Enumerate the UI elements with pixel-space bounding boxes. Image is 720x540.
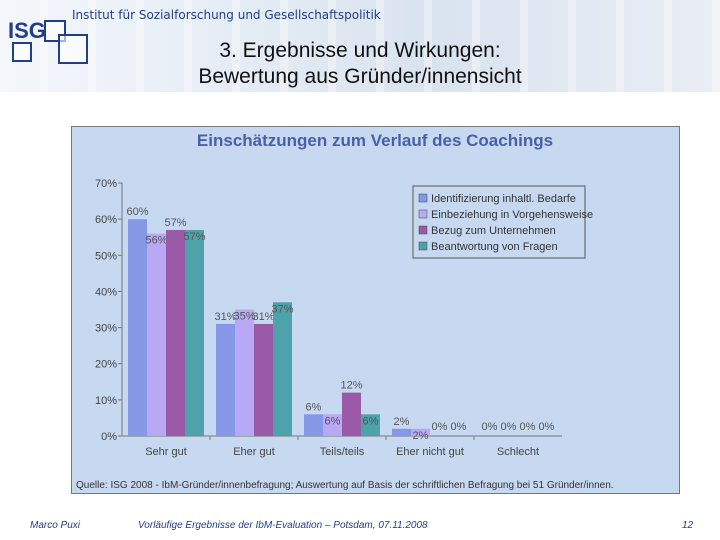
bar (361, 414, 380, 436)
data-label: 6% (325, 415, 341, 427)
bar (273, 302, 292, 436)
bar (411, 428, 430, 436)
data-label: 56% (145, 235, 167, 247)
isg-logo: ISG (8, 12, 88, 64)
data-label: 0% (482, 421, 498, 433)
bar (304, 414, 323, 436)
bar (185, 229, 204, 436)
legend-label: Identifizierung inhaltl. Bedarfe (431, 193, 576, 205)
y-tick-label: 60% (95, 214, 117, 226)
x-tick-label: Teils/teils (320, 446, 365, 458)
y-tick-label: 20% (95, 359, 117, 371)
chart-title: Einschätzungen zum Verlauf des Coachings (197, 131, 553, 150)
y-tick-label: 30% (95, 323, 117, 335)
page-title: 3. Ergebnisse und Wirkungen: Bewertung a… (110, 38, 610, 90)
logo-text: ISG (8, 18, 46, 43)
legend-label: Bezug zum Unternehmen (431, 225, 556, 237)
footer-caption: Vorläufige Ergebnisse der IbM-Evaluation… (138, 520, 428, 531)
y-tick-label: 10% (95, 395, 117, 407)
header-background (0, 0, 720, 92)
bar (147, 233, 166, 436)
bar (254, 323, 273, 436)
x-tick-label: Sehr gut (145, 446, 187, 458)
y-tick-label: 0% (101, 431, 117, 443)
legend-label: Einbeziehung in Vorgehensweise (431, 209, 593, 221)
bar (342, 392, 361, 436)
data-label: 0% (432, 421, 448, 433)
legend-swatch (418, 193, 428, 203)
bar (392, 428, 411, 436)
data-label: 6% (363, 415, 379, 427)
bar (235, 309, 254, 436)
data-label: 35% (233, 311, 255, 323)
y-tick-label: 40% (95, 286, 117, 298)
chart-source: Quelle: ISG 2008 - IbM-Gründer/innenbefr… (76, 480, 614, 491)
legend-swatch (418, 209, 428, 219)
data-label: 57% (164, 217, 186, 229)
data-label: 0% (451, 421, 467, 433)
logo-square (12, 42, 32, 62)
data-label: 57% (183, 231, 205, 243)
bar (166, 229, 185, 436)
page-title-line-1: 3. Ergebnisse und Wirkungen: (219, 39, 501, 62)
legend-box (412, 185, 586, 259)
data-label: 0% (539, 421, 555, 433)
data-label: 0% (501, 421, 517, 433)
bar (323, 414, 342, 436)
data-label: 60% (126, 206, 148, 218)
data-label: 31% (252, 311, 274, 323)
legend-swatch (418, 241, 428, 251)
bar-chart: Einschätzungen zum Verlauf des Coachings… (95, 131, 593, 458)
footer-page-number: 12 (682, 520, 694, 531)
data-label: 6% (306, 401, 322, 413)
x-tick-label: Eher nicht gut (396, 446, 464, 458)
chart-frame: Einschätzungen zum Verlauf des Coachings… (71, 126, 680, 494)
x-tick-label: Schlecht (497, 446, 539, 458)
data-label: 37% (271, 303, 293, 315)
data-label: 12% (340, 380, 362, 392)
y-tick-label: 70% (95, 178, 117, 190)
data-label: 2% (413, 430, 429, 442)
legend-swatch (418, 225, 428, 235)
data-label: 2% (394, 416, 410, 428)
bar (128, 219, 147, 436)
y-tick-label: 50% (95, 250, 117, 262)
data-label: 31% (214, 311, 236, 323)
legend-label: Beantwortung von Fragen (431, 241, 558, 253)
x-tick-label: Eher gut (233, 446, 275, 458)
institute-name: Institut für Sozialforschung und Gesells… (72, 8, 381, 22)
footer-author: Marco Puxi (30, 520, 81, 531)
page-title-line-2: Bewertung aus Gründer/innensicht (198, 65, 522, 88)
bar (216, 323, 235, 436)
logo-square (58, 34, 88, 64)
data-label: 0% (520, 421, 536, 433)
